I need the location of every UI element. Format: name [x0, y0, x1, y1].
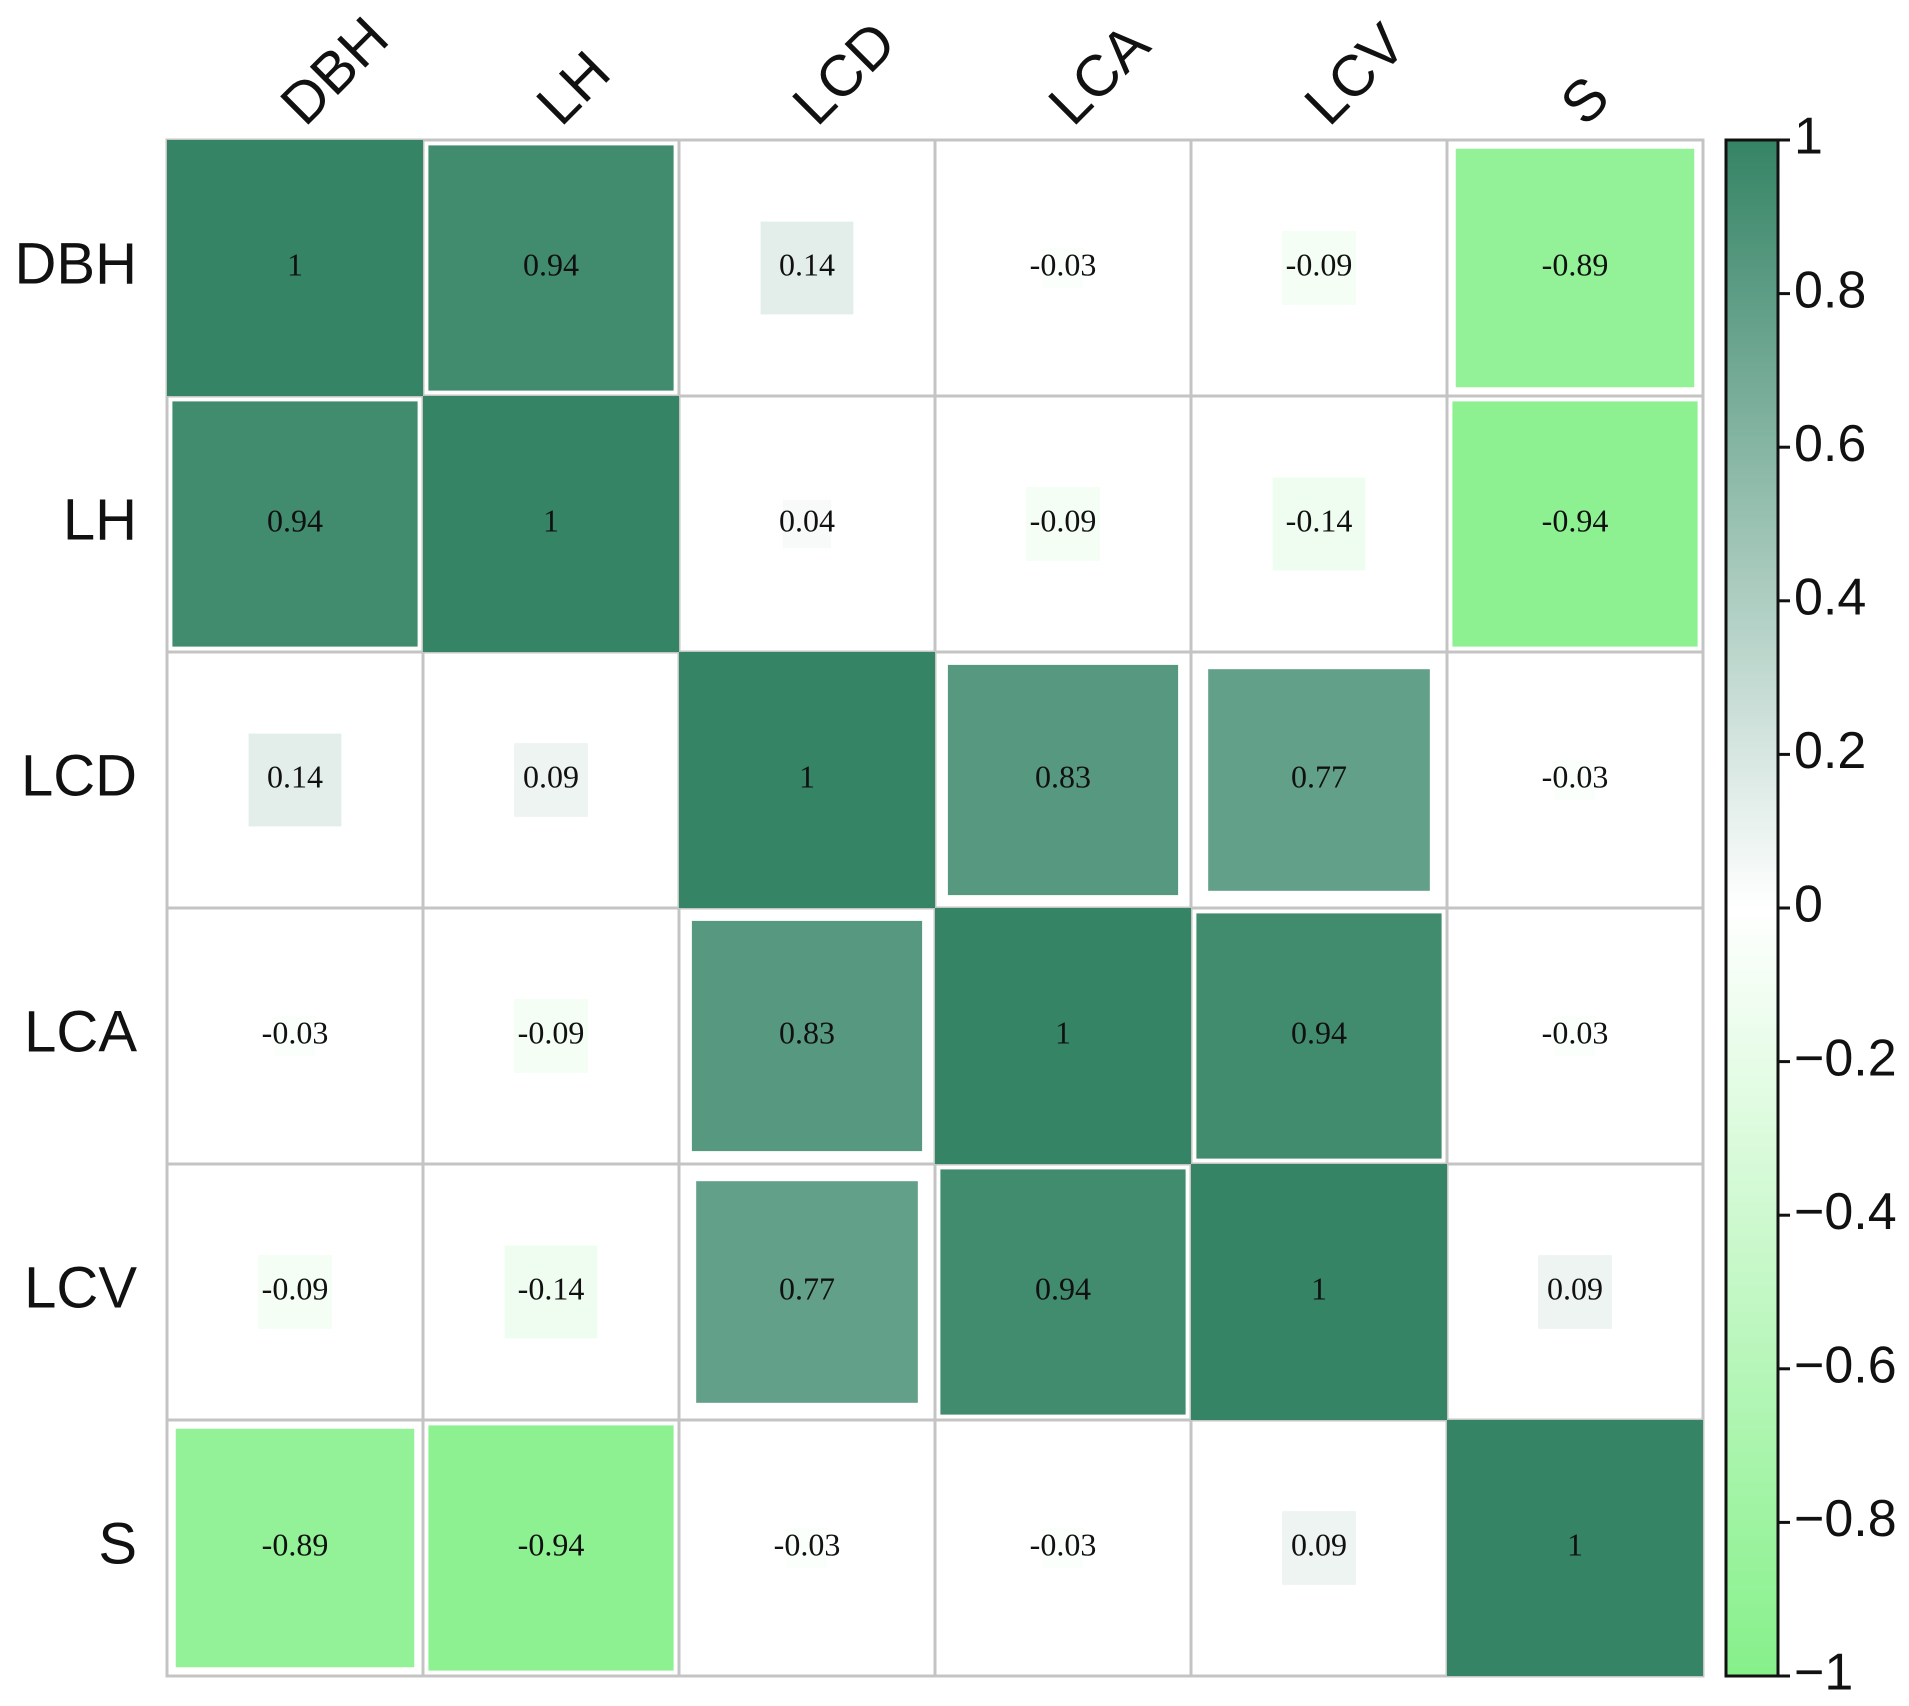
cell-label: 1	[287, 246, 303, 282]
cell-square	[167, 140, 423, 396]
x-tick-label: LH	[524, 39, 622, 137]
cell-label: 0.77	[779, 1270, 835, 1306]
cell-label: -0.09	[262, 1270, 329, 1306]
colorbar-tick-label: 0.4	[1794, 569, 1866, 627]
cell-square	[1193, 910, 1445, 1162]
cell-square	[1279, 1508, 1359, 1588]
colorbar-tick-label: 1	[1794, 108, 1823, 166]
cell-square	[935, 908, 1191, 1164]
colorbar-tick-label: −0.4	[1794, 1183, 1897, 1241]
cell-label: -0.94	[1542, 502, 1609, 538]
y-tick-label: DBH	[15, 231, 137, 296]
cell-square	[1551, 756, 1599, 804]
cell-label: -0.03	[1030, 246, 1097, 282]
colorbar	[1724, 138, 1780, 1678]
cell-square	[944, 661, 1182, 899]
cell-square	[1205, 666, 1433, 894]
cell-label: 0.83	[1035, 758, 1091, 794]
cell-label: -0.09	[1030, 502, 1097, 538]
cell-label: 0.94	[1035, 1270, 1091, 1306]
colorbar-tick-label: 0.2	[1794, 722, 1866, 780]
cell-label: 0.14	[267, 758, 323, 794]
cell-square	[172, 1425, 418, 1671]
cell-square	[757, 218, 857, 318]
cell-label: 0.94	[523, 246, 579, 282]
cell-label: -0.94	[518, 1526, 585, 1562]
cell-label: 0.94	[267, 502, 323, 538]
colorbar-tick-label: −0.2	[1794, 1029, 1897, 1087]
cell-square	[1269, 474, 1369, 574]
cell-label: -0.03	[1542, 1014, 1609, 1050]
colorbar-tick-label: −0.6	[1794, 1337, 1897, 1395]
y-tick-label: LCA	[24, 999, 137, 1064]
colorbar-tick-label: 0.6	[1794, 415, 1866, 473]
cell-square	[1452, 145, 1698, 391]
colorbar-tick-label: −1	[1794, 1644, 1853, 1702]
cell-label: -0.14	[518, 1270, 585, 1306]
x-tick-label: LCV	[1292, 11, 1418, 137]
y-tick-label: LCV	[24, 1255, 137, 1320]
cell-square	[511, 740, 591, 820]
colorbar-tick-label: 0.8	[1794, 261, 1866, 319]
cell-square	[425, 1422, 677, 1674]
cell-label: -0.89	[1542, 246, 1609, 282]
cell-square	[271, 1012, 319, 1060]
cell-label: 0.09	[1291, 1526, 1347, 1562]
y-tick-label: LCD	[21, 743, 137, 808]
y-tick-label: LH	[63, 487, 137, 552]
cell-label: -0.09	[1286, 246, 1353, 282]
x-tick-label: S	[1548, 64, 1621, 137]
cell-square	[423, 396, 679, 652]
x-tick-label: LCA	[1036, 11, 1162, 137]
cell-label: -0.03	[1542, 758, 1609, 794]
cell-square	[937, 1166, 1189, 1418]
cell-square	[1039, 244, 1087, 292]
cell-label: -0.03	[1030, 1526, 1097, 1562]
cell-label: 0.94	[1291, 1014, 1347, 1050]
cell-label: -0.03	[262, 1014, 329, 1050]
cell-label: 0.14	[779, 246, 835, 282]
cell-square	[1551, 1012, 1599, 1060]
cell-square	[779, 496, 835, 552]
cell-label: 0.09	[1547, 1270, 1603, 1306]
x-tick-label: LCD	[780, 9, 908, 137]
cell-label: 1	[1311, 1270, 1327, 1306]
x-tick-label: DBH	[268, 5, 401, 138]
cell-square	[255, 1252, 335, 1332]
cell-label: 1	[799, 758, 815, 794]
cell-square	[425, 142, 677, 394]
cell-label: 1	[1567, 1526, 1583, 1562]
cell-label: 1	[1055, 1014, 1071, 1050]
cell-label: 0.77	[1291, 758, 1347, 794]
cell-square	[501, 1242, 601, 1342]
cell-label: -0.09	[518, 1014, 585, 1050]
cell-square	[693, 1178, 921, 1406]
cell-square	[1039, 1524, 1087, 1572]
cell-label: 0.09	[523, 758, 579, 794]
colorbar-tick-label: −0.8	[1794, 1490, 1897, 1548]
cell-square	[1449, 398, 1701, 650]
cell-square	[1023, 484, 1103, 564]
plot-frame	[165, 138, 1705, 1678]
cell-square	[511, 996, 591, 1076]
cell-label: 1	[543, 502, 559, 538]
y-tick-label: S	[98, 1511, 137, 1576]
cell-square	[169, 398, 421, 650]
cell-square	[679, 652, 935, 908]
cell-label: -0.89	[262, 1526, 329, 1562]
cell-label: 0.83	[779, 1014, 835, 1050]
colorbar-tick-label: 0	[1794, 876, 1823, 934]
cell-square	[783, 1524, 831, 1572]
cell-square	[245, 730, 345, 830]
cell-label: -0.03	[774, 1526, 841, 1562]
cell-label: 0.04	[779, 502, 835, 538]
cell-square	[1447, 1420, 1703, 1676]
cell-square	[1279, 228, 1359, 308]
cell-square	[1191, 1164, 1447, 1420]
cell-square	[1535, 1252, 1615, 1332]
cell-label: -0.14	[1286, 502, 1353, 538]
cell-square	[688, 917, 926, 1155]
